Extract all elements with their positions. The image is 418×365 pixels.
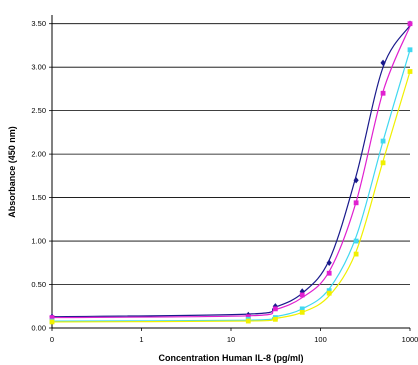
series-2-point <box>245 314 251 320</box>
series-4-point <box>380 160 386 166</box>
series-layer <box>49 20 413 325</box>
y-tick-label: 3.00 <box>31 63 46 72</box>
y-tick-label: 1.00 <box>31 237 46 246</box>
plot-background <box>52 15 410 328</box>
series-2-point <box>299 292 305 298</box>
series-4 <box>49 69 413 325</box>
series-3-point <box>299 306 305 312</box>
x-tick-labels: 0 1 10 100 1000 <box>50 328 418 344</box>
series-3-point <box>407 47 413 53</box>
series-4-curve <box>51 71 411 323</box>
series-2-point <box>380 90 386 96</box>
series-4-point <box>299 309 305 315</box>
series-2 <box>49 21 413 320</box>
x-tick-label: 100 <box>314 335 327 344</box>
series-4-point <box>49 319 55 325</box>
series-2-point <box>272 306 278 312</box>
series-2-point <box>49 315 55 320</box>
grid-layer <box>52 23 410 285</box>
y-tick-label: 2.50 <box>31 106 46 115</box>
y-tick-label: 3.50 <box>31 19 46 28</box>
series-1-curve <box>51 25 411 318</box>
series-1-point <box>326 259 332 266</box>
series-3-point <box>353 238 359 244</box>
series-4-point <box>326 290 332 296</box>
x-tick-label: 10 <box>227 335 235 344</box>
y-tick-labels: 0.00 0.50 1.00 1.50 2.00 2.50 3.00 3.50 <box>31 19 52 333</box>
series-4-point <box>272 316 278 322</box>
series-2-point <box>353 200 359 206</box>
x-tick-label: 1000 <box>402 335 418 344</box>
series-3-curve <box>51 49 411 322</box>
series-4-point <box>407 69 413 74</box>
series-2-point <box>326 270 332 276</box>
series-2-curve <box>51 26 411 319</box>
y-tick-label: 2.00 <box>31 150 46 159</box>
series-2-point <box>407 21 413 27</box>
series-3-point <box>380 138 386 144</box>
x-axis-title: Concentration Human IL-8 (pg/ml) <box>159 353 304 363</box>
y-tick-label: 1.50 <box>31 193 46 202</box>
x-tick-label: 0 <box>50 335 54 344</box>
series-4-point <box>245 318 251 324</box>
series-1-point <box>380 59 386 67</box>
y-tick-label: 0.00 <box>31 324 46 333</box>
series-3-point <box>326 288 332 294</box>
y-tick-label: 0.50 <box>31 280 46 289</box>
series-1-point <box>353 176 359 184</box>
series-4-point <box>353 251 359 257</box>
x-tick-label: 1 <box>139 335 143 344</box>
series-1-point <box>272 303 278 310</box>
y-axis-title: Absorbance (450 nm) <box>7 126 17 218</box>
